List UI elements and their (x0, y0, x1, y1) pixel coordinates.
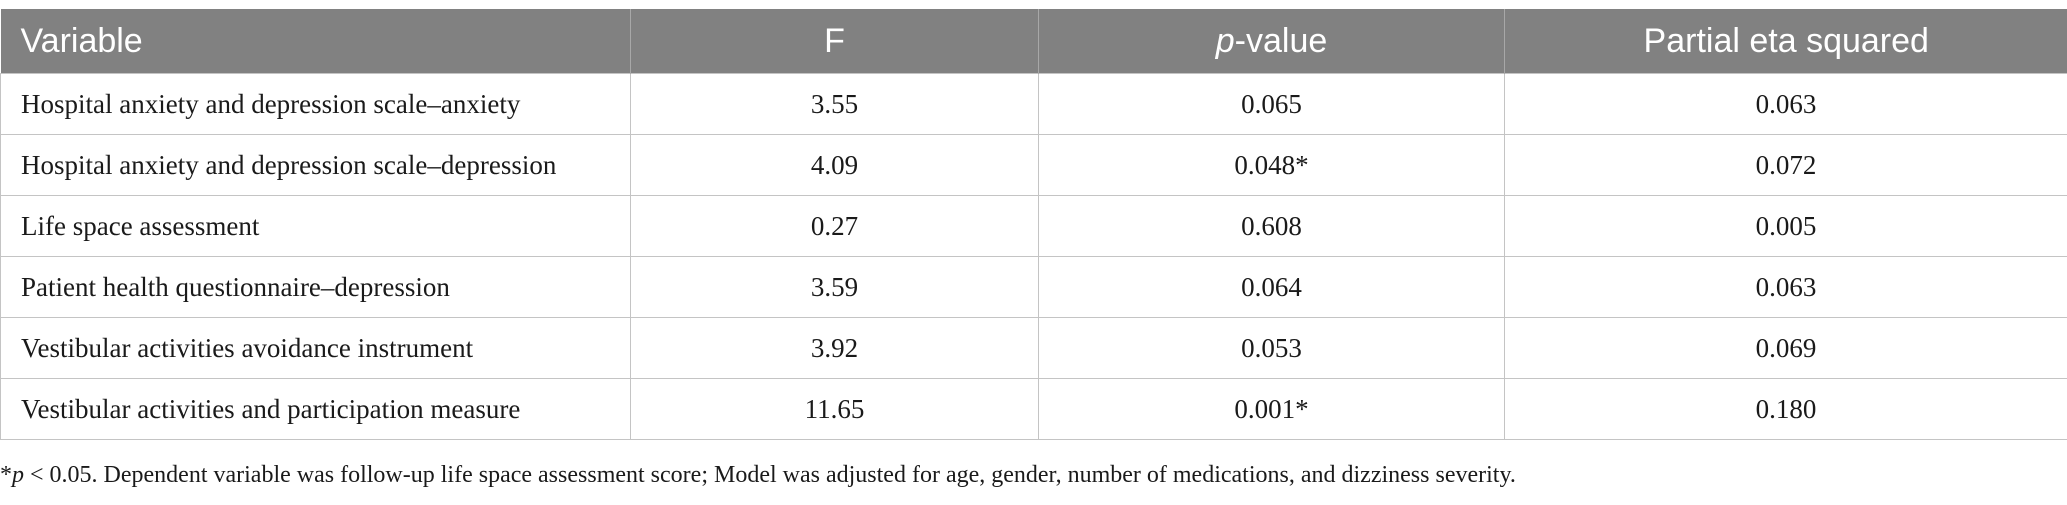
header-p-italic: p (1215, 21, 1235, 60)
cell-variable: Hospital anxiety and depression scale–de… (0, 134, 631, 196)
table-row: Hospital anxiety and depression scale–an… (0, 73, 2067, 135)
cell-partial-eta: 0.180 (1504, 378, 2067, 440)
table-row: Hospital anxiety and depression scale–de… (0, 134, 2067, 196)
cell-f: 11.65 (630, 378, 1039, 440)
footnote-asterisk: * (0, 462, 12, 488)
results-table-container: Variable F p-value Partial eta squared H… (0, 9, 2067, 440)
table-header: Variable F p-value Partial eta squared (0, 9, 2067, 74)
cell-f: 3.55 (630, 73, 1039, 135)
cell-variable: Vestibular activities avoidance instrume… (0, 317, 631, 379)
header-partial-eta: Partial eta squared (1504, 9, 2067, 74)
cell-variable: Hospital anxiety and depression scale–an… (0, 73, 631, 135)
footnote-p-italic: p (12, 462, 24, 488)
table-footnote: *p < 0.05. Dependent variable was follow… (0, 462, 1516, 489)
cell-partial-eta: 0.063 (1504, 73, 2067, 135)
table-row: Vestibular activities avoidance instrume… (0, 317, 2067, 379)
cell-f: 0.27 (630, 195, 1039, 257)
cell-variable: Patient health questionnaire–depression (0, 256, 631, 318)
cell-partial-eta: 0.072 (1504, 134, 2067, 196)
cell-p-value: 0.065 (1038, 73, 1505, 135)
cell-f: 4.09 (630, 134, 1039, 196)
cell-p-value: 0.608 (1038, 195, 1505, 257)
cell-partial-eta: 0.063 (1504, 256, 2067, 318)
header-p-rest: -value (1234, 21, 1328, 60)
cell-p-value: 0.064 (1038, 256, 1505, 318)
cell-partial-eta: 0.005 (1504, 195, 2067, 257)
cell-p-value: 0.053 (1038, 317, 1505, 379)
table-body: Hospital anxiety and depression scale–an… (0, 73, 2067, 440)
cell-p-value: 0.048* (1038, 134, 1505, 196)
footnote-text: < 0.05. Dependent variable was follow-up… (24, 462, 1516, 488)
cell-variable: Life space assessment (0, 195, 631, 257)
cell-partial-eta: 0.069 (1504, 317, 2067, 379)
table-row: Patient health questionnaire–depression … (0, 256, 2067, 318)
header-p-value: p-value (1038, 9, 1505, 74)
header-variable: Variable (0, 9, 631, 74)
table-row: Life space assessment 0.27 0.608 0.005 (0, 195, 2067, 257)
cell-f: 3.92 (630, 317, 1039, 379)
results-table: Variable F p-value Partial eta squared H… (0, 9, 2067, 440)
cell-variable: Vestibular activities and participation … (0, 378, 631, 440)
header-f: F (630, 9, 1039, 74)
header-row: Variable F p-value Partial eta squared (0, 9, 2067, 74)
cell-p-value: 0.001* (1038, 378, 1505, 440)
table-row: Vestibular activities and participation … (0, 378, 2067, 440)
cell-f: 3.59 (630, 256, 1039, 318)
